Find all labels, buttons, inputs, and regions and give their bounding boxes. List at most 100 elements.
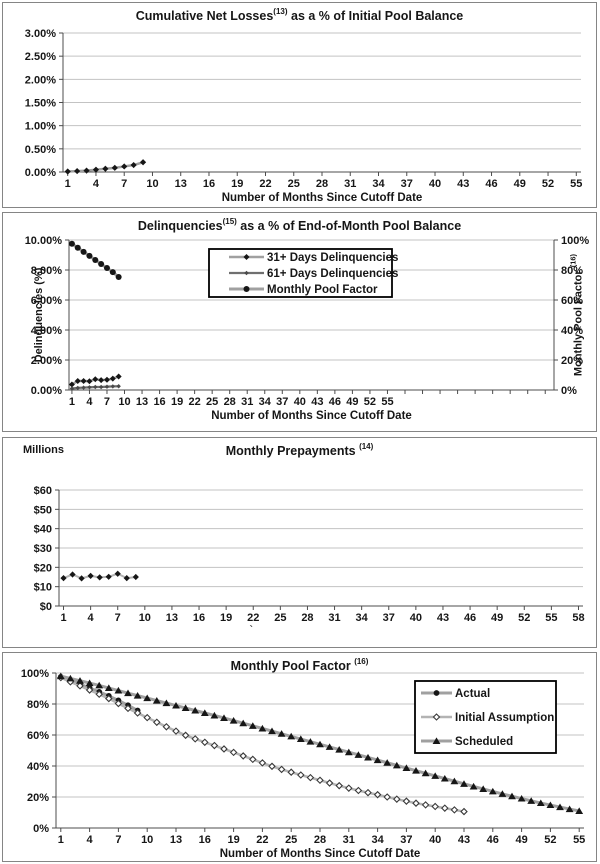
open-diamond-marker (335, 781, 343, 790)
open-diamond-marker (95, 690, 103, 699)
delinquencies-panel: Delinquencies(15) as a % of End-of-Month… (2, 212, 597, 432)
x-tick-label: 7 (121, 178, 127, 190)
open-diamond-marker (143, 713, 151, 722)
open-diamond-marker (210, 741, 219, 750)
open-diamond-marker (172, 727, 180, 735)
triangle-marker (335, 745, 344, 753)
triangle-marker (546, 801, 555, 809)
x-tick-label: 52 (544, 834, 556, 846)
triangle-marker (306, 738, 315, 745)
open-diamond-marker (201, 738, 209, 747)
x-tick-label: 7 (115, 834, 121, 846)
x-tick-label: 13 (170, 834, 182, 846)
y-tick-label: 0.00% (25, 167, 56, 179)
x-tick-label: 7 (104, 396, 110, 408)
x-tick-label: 22 (259, 178, 271, 190)
x-tick-label: 28 (301, 612, 313, 624)
y-tick-label: $40 (34, 524, 52, 536)
x-tick-label: 1 (69, 396, 75, 408)
x-tick-label: 25 (206, 396, 218, 408)
y-tick-label: $20 (34, 562, 52, 574)
triangle-marker (85, 679, 94, 687)
open-diamond-marker (153, 718, 161, 727)
series-61-days-delinquencies (69, 384, 121, 391)
x-tick-label: 55 (545, 612, 557, 624)
x-tick-label: 34 (371, 834, 384, 846)
x-tick-label: 7 (115, 612, 121, 624)
small-diamond-marker (81, 385, 86, 390)
x-tick-label: 40 (429, 178, 441, 190)
circle-marker (74, 244, 81, 251)
title-footnote-superscript: (16) (354, 657, 369, 666)
axes (65, 239, 558, 394)
x-tick-label: 25 (274, 612, 286, 624)
triangle-marker (66, 674, 75, 682)
y2-tick-label: 40% (561, 325, 583, 337)
triangle-marker (220, 714, 228, 721)
x-tick-label: 19 (227, 834, 239, 846)
legend-item-label: Actual (455, 688, 490, 700)
triangle-marker (412, 767, 420, 774)
x-tick-label: 4 (86, 396, 93, 408)
open-diamond-marker (383, 793, 391, 801)
x-tick-label: 34 (356, 612, 369, 624)
x-tick-label: 4 (88, 612, 95, 624)
x-tick-label: 25 (285, 834, 297, 846)
circle-marker (98, 261, 105, 267)
y-tick-label: 20% (27, 792, 49, 804)
y2-tick-label: 60% (561, 295, 583, 307)
x-tick-label: 43 (458, 834, 470, 846)
diamond-marker (68, 381, 75, 388)
x-tick-label: 37 (400, 834, 412, 846)
triangle-marker (104, 684, 113, 692)
open-diamond-marker (114, 699, 123, 708)
open-diamond-marker (431, 802, 439, 811)
triangle-marker (421, 769, 430, 777)
x-tick-label: 10 (139, 612, 151, 624)
triangle-marker (248, 722, 257, 729)
circle-marker (109, 269, 116, 276)
y-tick-label: 2.50% (25, 51, 56, 63)
y-tick-label: 1.00% (25, 121, 56, 133)
open-diamond-marker (85, 686, 94, 694)
x-tick-label: 22 (189, 396, 201, 408)
cumulative-net-losses-title: Cumulative Net Losses(13) as a % of Init… (3, 7, 596, 23)
diamond-marker (109, 375, 116, 382)
open-diamond-marker (258, 759, 267, 767)
legend: Actual Initial Assumption Scheduled (414, 680, 557, 754)
y-tick-label: 2.00% (31, 355, 62, 367)
open-diamond-marker (162, 723, 171, 731)
triangle-marker (354, 751, 363, 758)
y-tick-label: 2.00% (25, 74, 56, 86)
stray-mark: ` (249, 623, 253, 637)
x-tick-label: 31 (344, 178, 356, 190)
x-tick-label: 16 (193, 612, 205, 624)
x-tick-label: 49 (515, 834, 527, 846)
x-tick-label: 49 (514, 178, 526, 190)
x-tick-label: 40 (410, 612, 422, 624)
series-line (59, 676, 466, 813)
triangle-marker (143, 694, 152, 702)
monthly-prepayments-plot: $60 $50 $40 $30 $20 $10 $0 1 4 7 10 13 16 19 22 25 28 31 3… (34, 485, 585, 637)
triangle-marker (392, 761, 401, 769)
diamond-marker (103, 376, 110, 383)
diamond-marker (78, 575, 85, 582)
open-diamond-marker (306, 773, 315, 782)
triangle-marker (432, 737, 441, 744)
cumulative-net-losses-plot: 3.00% 2.50% 2.00% 1.50% 1.00% 0.50% 0.00% 1 4 7 10… (25, 28, 583, 204)
y-tick-label: $10 (34, 582, 52, 594)
x-tick-label: 34 (372, 178, 385, 190)
diamond-marker (139, 159, 147, 166)
title-text: Monthly Pool Factor (230, 659, 355, 674)
diamond-marker (130, 161, 137, 169)
y2-tick-label: 100% (561, 235, 589, 247)
title-footnote-superscript: (14) (359, 442, 374, 451)
y2-tick-label: 20% (561, 355, 583, 367)
x-tick-label: 28 (316, 178, 328, 190)
triangle-marker (536, 799, 545, 807)
x-tick-label: 10 (146, 178, 158, 190)
x-tick-label: 58 (572, 612, 584, 624)
x-tick-label: 55 (570, 178, 582, 190)
x-tick-label: 19 (171, 396, 183, 408)
